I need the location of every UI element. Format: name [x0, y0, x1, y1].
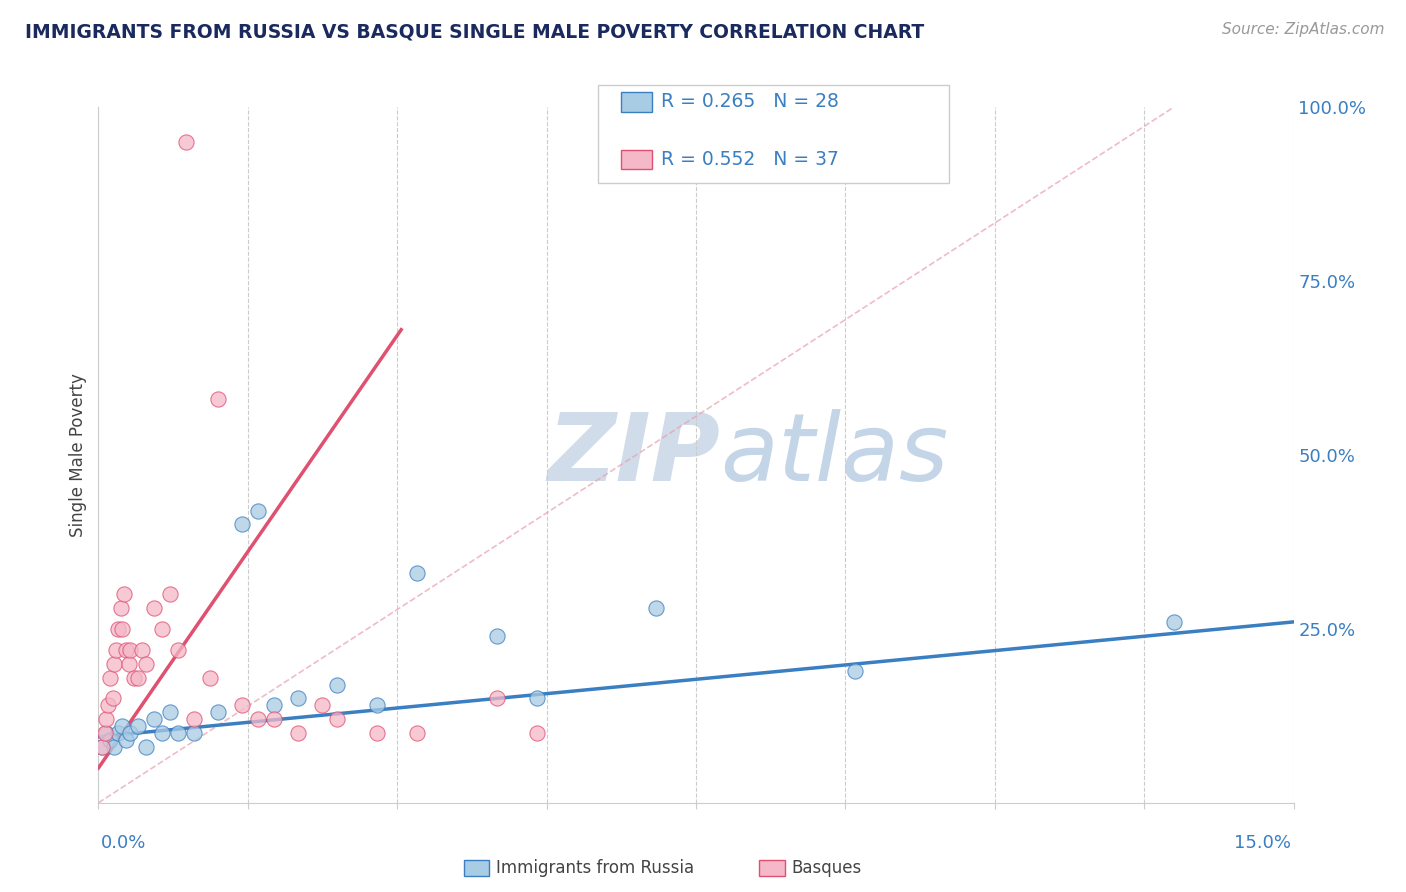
Point — [167, 726, 190, 740]
Point — [326, 712, 349, 726]
Point — [96, 712, 118, 726]
Text: Immigrants from Russia: Immigrants from Russia — [496, 859, 695, 877]
Text: ZIP: ZIP — [547, 409, 720, 501]
Point — [143, 601, 166, 615]
Point — [91, 740, 114, 755]
Point — [104, 642, 127, 657]
Point — [124, 671, 146, 685]
Point — [526, 691, 548, 706]
Point — [150, 726, 173, 740]
Point — [103, 657, 125, 671]
Text: Source: ZipAtlas.com: Source: ZipAtlas.com — [1222, 22, 1385, 37]
Point — [159, 587, 181, 601]
Point — [287, 691, 309, 706]
Point — [103, 740, 125, 755]
Point — [246, 503, 269, 517]
Point — [120, 726, 142, 740]
Point — [112, 587, 135, 601]
Point — [167, 642, 190, 657]
Point — [107, 622, 129, 636]
Text: R = 0.552   N = 37: R = 0.552 N = 37 — [661, 150, 839, 169]
Point — [844, 664, 866, 678]
Point — [96, 726, 118, 740]
Point — [366, 698, 388, 713]
Point — [174, 135, 197, 149]
Point — [485, 691, 508, 706]
Point — [111, 719, 134, 733]
Point — [207, 392, 229, 407]
Point — [326, 677, 349, 691]
Point — [143, 712, 166, 726]
Point — [135, 740, 157, 755]
Point — [406, 566, 429, 581]
Point — [131, 642, 153, 657]
Point — [98, 671, 122, 685]
Text: R = 0.265   N = 28: R = 0.265 N = 28 — [661, 92, 839, 112]
Point — [485, 629, 508, 643]
Point — [115, 733, 138, 747]
Point — [311, 698, 333, 713]
Point — [159, 706, 181, 720]
Point — [263, 712, 285, 726]
Point — [150, 622, 173, 636]
Point — [107, 726, 129, 740]
Point — [118, 657, 141, 671]
Point — [287, 726, 309, 740]
Point — [406, 726, 429, 740]
Text: atlas: atlas — [720, 409, 948, 500]
Point — [263, 698, 285, 713]
Point — [94, 726, 117, 740]
Text: Basques: Basques — [792, 859, 862, 877]
Point — [97, 698, 120, 713]
Point — [98, 733, 122, 747]
Point — [101, 691, 124, 706]
Point — [246, 712, 269, 726]
Point — [183, 712, 205, 726]
Point — [120, 642, 142, 657]
Point — [115, 642, 138, 657]
Point — [645, 601, 668, 615]
Y-axis label: Single Male Poverty: Single Male Poverty — [69, 373, 87, 537]
Point — [127, 719, 149, 733]
Point — [183, 726, 205, 740]
Point — [127, 671, 149, 685]
Point — [366, 726, 388, 740]
Point — [207, 706, 229, 720]
Point — [526, 726, 548, 740]
Point — [1163, 615, 1185, 629]
Text: 15.0%: 15.0% — [1233, 834, 1291, 852]
Point — [111, 622, 134, 636]
Point — [231, 698, 253, 713]
Point — [135, 657, 157, 671]
Point — [91, 740, 114, 755]
Point — [110, 601, 132, 615]
Point — [231, 517, 253, 532]
Text: 0.0%: 0.0% — [101, 834, 146, 852]
Point — [198, 671, 221, 685]
Text: IMMIGRANTS FROM RUSSIA VS BASQUE SINGLE MALE POVERTY CORRELATION CHART: IMMIGRANTS FROM RUSSIA VS BASQUE SINGLE … — [25, 22, 925, 41]
